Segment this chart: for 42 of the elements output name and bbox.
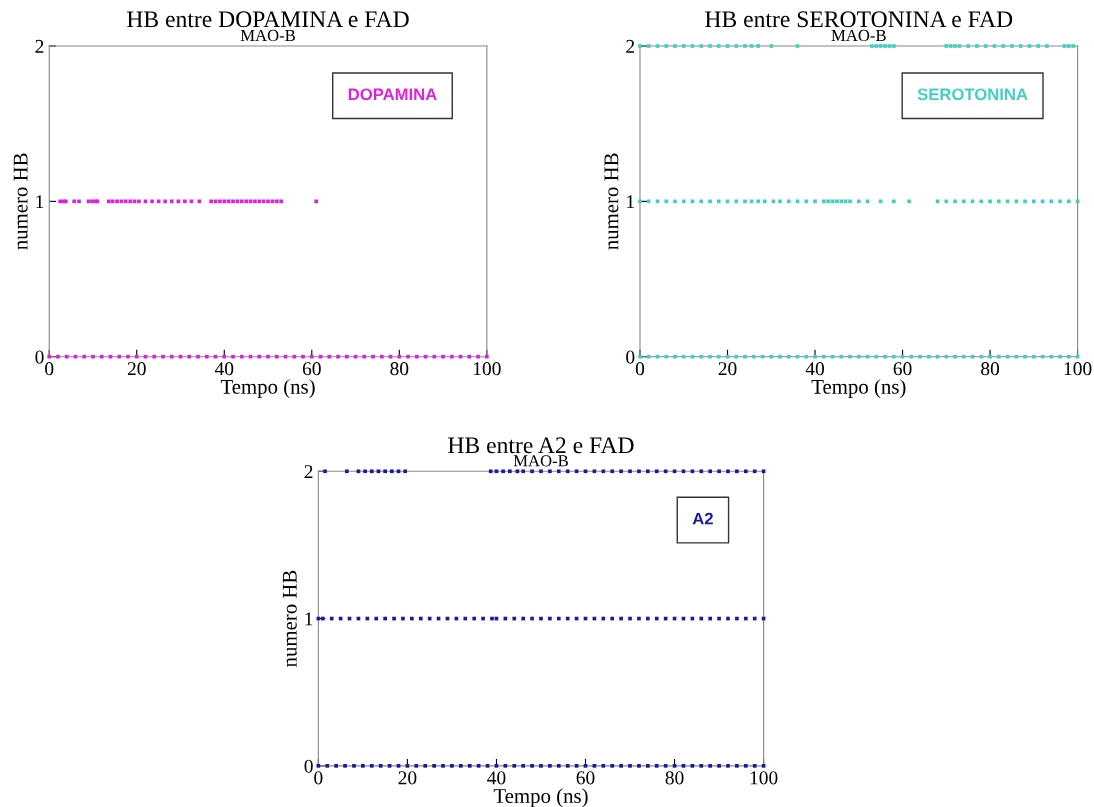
y-tick-label: 2 <box>35 39 44 53</box>
x-tick-label: 0 <box>45 362 54 376</box>
y-axis-title: numero HB <box>604 153 619 250</box>
x-tick-label: 80 <box>981 362 1000 376</box>
x-tick-label: 80 <box>390 362 409 376</box>
chart-title: HB entre A2 e FAD <box>448 437 634 454</box>
x-tick-label: 60 <box>893 362 912 376</box>
x-tick-label: 100 <box>750 771 778 785</box>
x-tick-label: 20 <box>718 362 737 376</box>
x-axis-title: Tempo (ns) <box>811 379 906 399</box>
x-tick-label: 20 <box>398 771 417 785</box>
chart-subtitle: MAO-B <box>240 29 295 42</box>
y-tick-label: 1 <box>627 195 634 209</box>
y-tick-label: 1 <box>36 195 44 209</box>
y-tick-label: 0 <box>304 759 313 773</box>
y-tick-label: 2 <box>626 39 635 53</box>
x-tick-label: 40 <box>214 362 234 376</box>
x-tick-label: 80 <box>665 771 684 785</box>
y-tick-label: 0 <box>35 350 44 364</box>
x-tick-label: 0 <box>314 771 323 785</box>
chart-subtitle: MAO-B <box>831 29 886 42</box>
x-tick-label: 20 <box>127 362 146 376</box>
chart-title: HB entre SEROTONINA e FAD <box>705 11 1013 28</box>
x-tick-label: 60 <box>576 771 595 785</box>
x-tick-label: 60 <box>302 362 321 376</box>
x-axis-title: Tempo (ns) <box>220 379 315 399</box>
text: A2 <box>692 512 713 525</box>
chart-title: HB entre DOPAMINA e FAD <box>127 11 409 28</box>
y-axis-title: numero HB <box>13 153 28 250</box>
y-tick-label: 0 <box>626 350 635 364</box>
y-tick-label: 1 <box>305 612 313 626</box>
x-axis-title: Tempo (ns) <box>493 788 588 807</box>
chart-subtitle: MAO-B <box>513 455 568 467</box>
y-axis-title: numero HB <box>282 570 297 667</box>
y-tick-label: 2 <box>304 465 313 479</box>
x-tick-label: 0 <box>635 362 645 376</box>
x-tick-label: 40 <box>805 362 825 376</box>
text: SEROTONINA <box>917 88 1028 101</box>
x-tick-label: 100 <box>473 362 501 376</box>
text: DOPAMINA <box>348 88 437 101</box>
x-tick-label: 100 <box>1064 362 1092 376</box>
x-tick-label: 40 <box>487 771 506 785</box>
